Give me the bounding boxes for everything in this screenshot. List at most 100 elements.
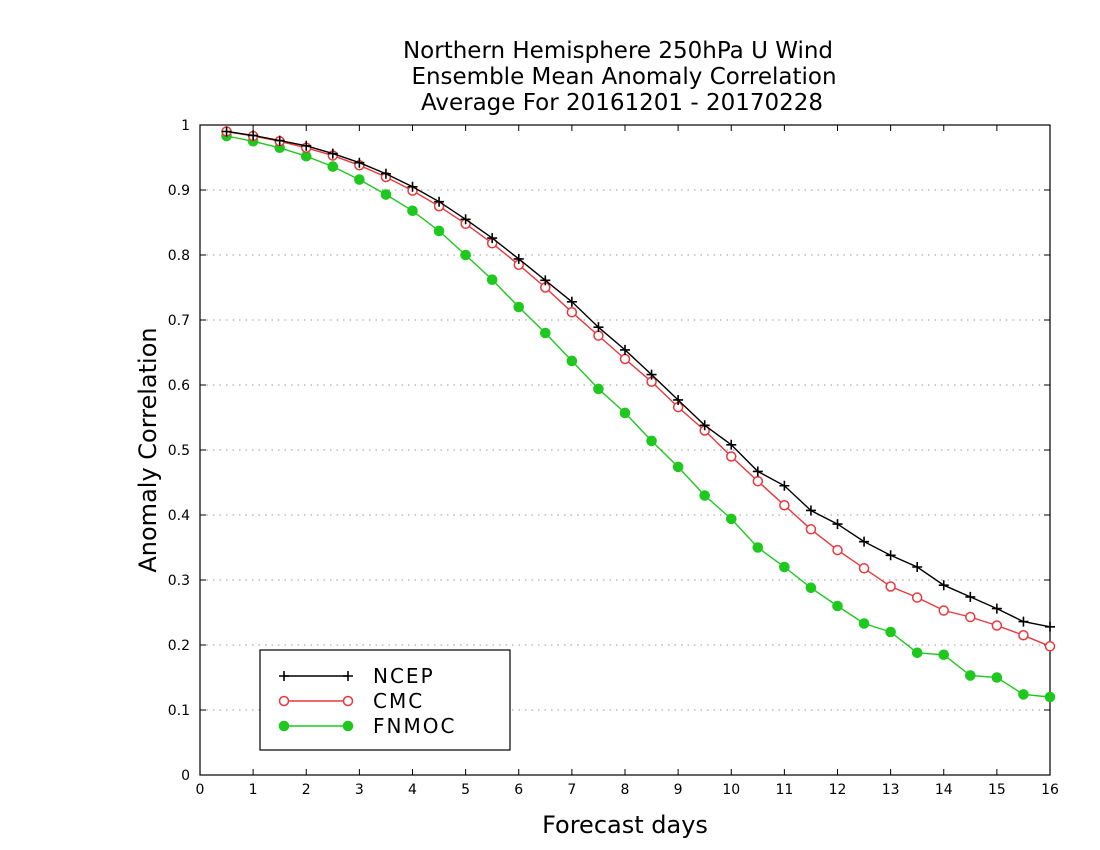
- ncep-point: [380, 168, 391, 179]
- fnmoc-point: [1018, 689, 1029, 700]
- ncep-point: [885, 550, 896, 561]
- legend-label-fnmoc: FNMOC: [373, 714, 456, 738]
- fnmoc-point: [1044, 691, 1056, 703]
- fnmoc-series: [221, 130, 1056, 703]
- fnmoc-point: [407, 205, 418, 217]
- cmc-point: [1018, 630, 1029, 641]
- cmc-point: [832, 544, 843, 556]
- ncep-point: [301, 140, 312, 151]
- ncep-point: [805, 505, 816, 516]
- fnmoc-point: [540, 327, 551, 339]
- fnmoc-line: [226, 135, 1051, 698]
- ncep-point: [965, 591, 976, 602]
- fnmoc-point: [779, 561, 790, 573]
- ncep-point: [460, 214, 471, 225]
- fnmoc-point: [433, 225, 445, 237]
- legend-fnmoc-point: [342, 720, 354, 732]
- y-tick-label: 0.1: [168, 703, 190, 719]
- cmc-point: [911, 592, 923, 603]
- y-tick-label: 0.9: [168, 183, 190, 199]
- fnmoc-point: [965, 670, 976, 681]
- x-tick-label: 6: [514, 782, 523, 798]
- y-tick-label: 0.8: [168, 248, 190, 264]
- ncep-point: [646, 369, 657, 380]
- fnmoc-point: [699, 490, 710, 501]
- fnmoc-point: [858, 618, 870, 629]
- ncep-point: [593, 322, 604, 333]
- ncep-point: [434, 196, 445, 207]
- cmc-point: [991, 620, 1003, 631]
- cmc-point: [858, 563, 870, 574]
- x-tick-label: 1: [249, 782, 258, 798]
- chart-title: Northern Hemisphere 250hPa U Wind Ensemb…: [403, 38, 837, 116]
- y-tick-label: 0: [181, 768, 190, 784]
- x-tick-label: 13: [882, 782, 900, 798]
- cmc-point: [938, 605, 949, 616]
- x-tick-label: 8: [621, 782, 630, 798]
- x-tick-label: 14: [935, 782, 953, 798]
- legend-label-ncep: NCEP: [373, 664, 435, 688]
- ncep-point: [540, 275, 551, 286]
- y-tick-label: 0.5: [168, 443, 190, 459]
- legend-fnmoc-point: [278, 720, 290, 732]
- cmc-point: [885, 581, 896, 592]
- ncep-point: [1018, 616, 1029, 627]
- x-tick-label: 3: [355, 782, 364, 798]
- ncep-point: [1045, 621, 1055, 632]
- x-tick-label: 9: [674, 782, 683, 798]
- cmc-series: [221, 126, 1056, 652]
- x-tick-label: 0: [196, 782, 205, 798]
- fnmoc-point: [327, 161, 339, 172]
- cmc-point: [619, 353, 631, 365]
- fnmoc-point: [486, 274, 498, 286]
- ncep-series: [221, 126, 1055, 632]
- legend-label-cmc: CMC: [373, 689, 424, 713]
- legend-cmc-point: [342, 695, 354, 707]
- ncep-point: [752, 466, 763, 477]
- ncep-point: [327, 148, 338, 159]
- legend-item-cmc: CMC: [278, 689, 424, 713]
- series-group: [221, 126, 1056, 703]
- ncep-point: [832, 519, 843, 530]
- legend-item-fnmoc: FNMOC: [278, 714, 456, 738]
- ncep-line: [226, 130, 1051, 628]
- ncep-point: [620, 344, 630, 355]
- ncep-point: [859, 536, 870, 547]
- ncep-point: [991, 603, 1002, 614]
- x-tick-label: 12: [829, 782, 847, 798]
- fnmoc-point: [752, 542, 764, 553]
- x-tick-label: 11: [775, 782, 793, 798]
- fnmoc-point: [513, 301, 525, 313]
- y-tick-label: 0.6: [168, 378, 190, 394]
- cmc-point: [805, 524, 817, 535]
- cmc-point: [965, 611, 976, 623]
- y-tick-label: 1: [181, 118, 190, 134]
- ncep-point: [779, 480, 790, 491]
- cmc-point: [726, 451, 737, 462]
- ncep-point: [673, 394, 684, 405]
- fnmoc-point: [460, 249, 471, 261]
- y-tick-label: 0.2: [168, 638, 190, 654]
- grid: [200, 189, 1050, 711]
- ncep-point: [566, 296, 577, 307]
- cmc-point: [779, 500, 790, 511]
- x-axis: 0 1 2 3 4 5 6 7 8 9 10 11 12 13 14 15 16: [196, 125, 1059, 798]
- x-axis-label: Forecast days: [542, 811, 708, 839]
- x-tick-label: 7: [567, 782, 576, 798]
- ncep-point: [221, 126, 232, 137]
- fnmoc-point: [619, 407, 631, 419]
- x-tick-label: 5: [461, 782, 470, 798]
- y-axis: 0 0.1 0.2 0.3 0.4 0.5 0.6 0.7 0.8 0.9 1: [168, 118, 1050, 784]
- legend-box: [259, 649, 511, 751]
- ncep-point: [354, 157, 365, 168]
- x-tick-label: 16: [1041, 782, 1059, 798]
- x-tick-label: 4: [408, 782, 417, 798]
- cmc-point: [593, 330, 604, 341]
- ncep-point: [407, 181, 418, 192]
- ncep-point: [248, 130, 259, 141]
- cmc-point: [752, 475, 764, 487]
- y-tick-label: 0.4: [168, 508, 190, 524]
- fnmoc-point: [380, 189, 392, 200]
